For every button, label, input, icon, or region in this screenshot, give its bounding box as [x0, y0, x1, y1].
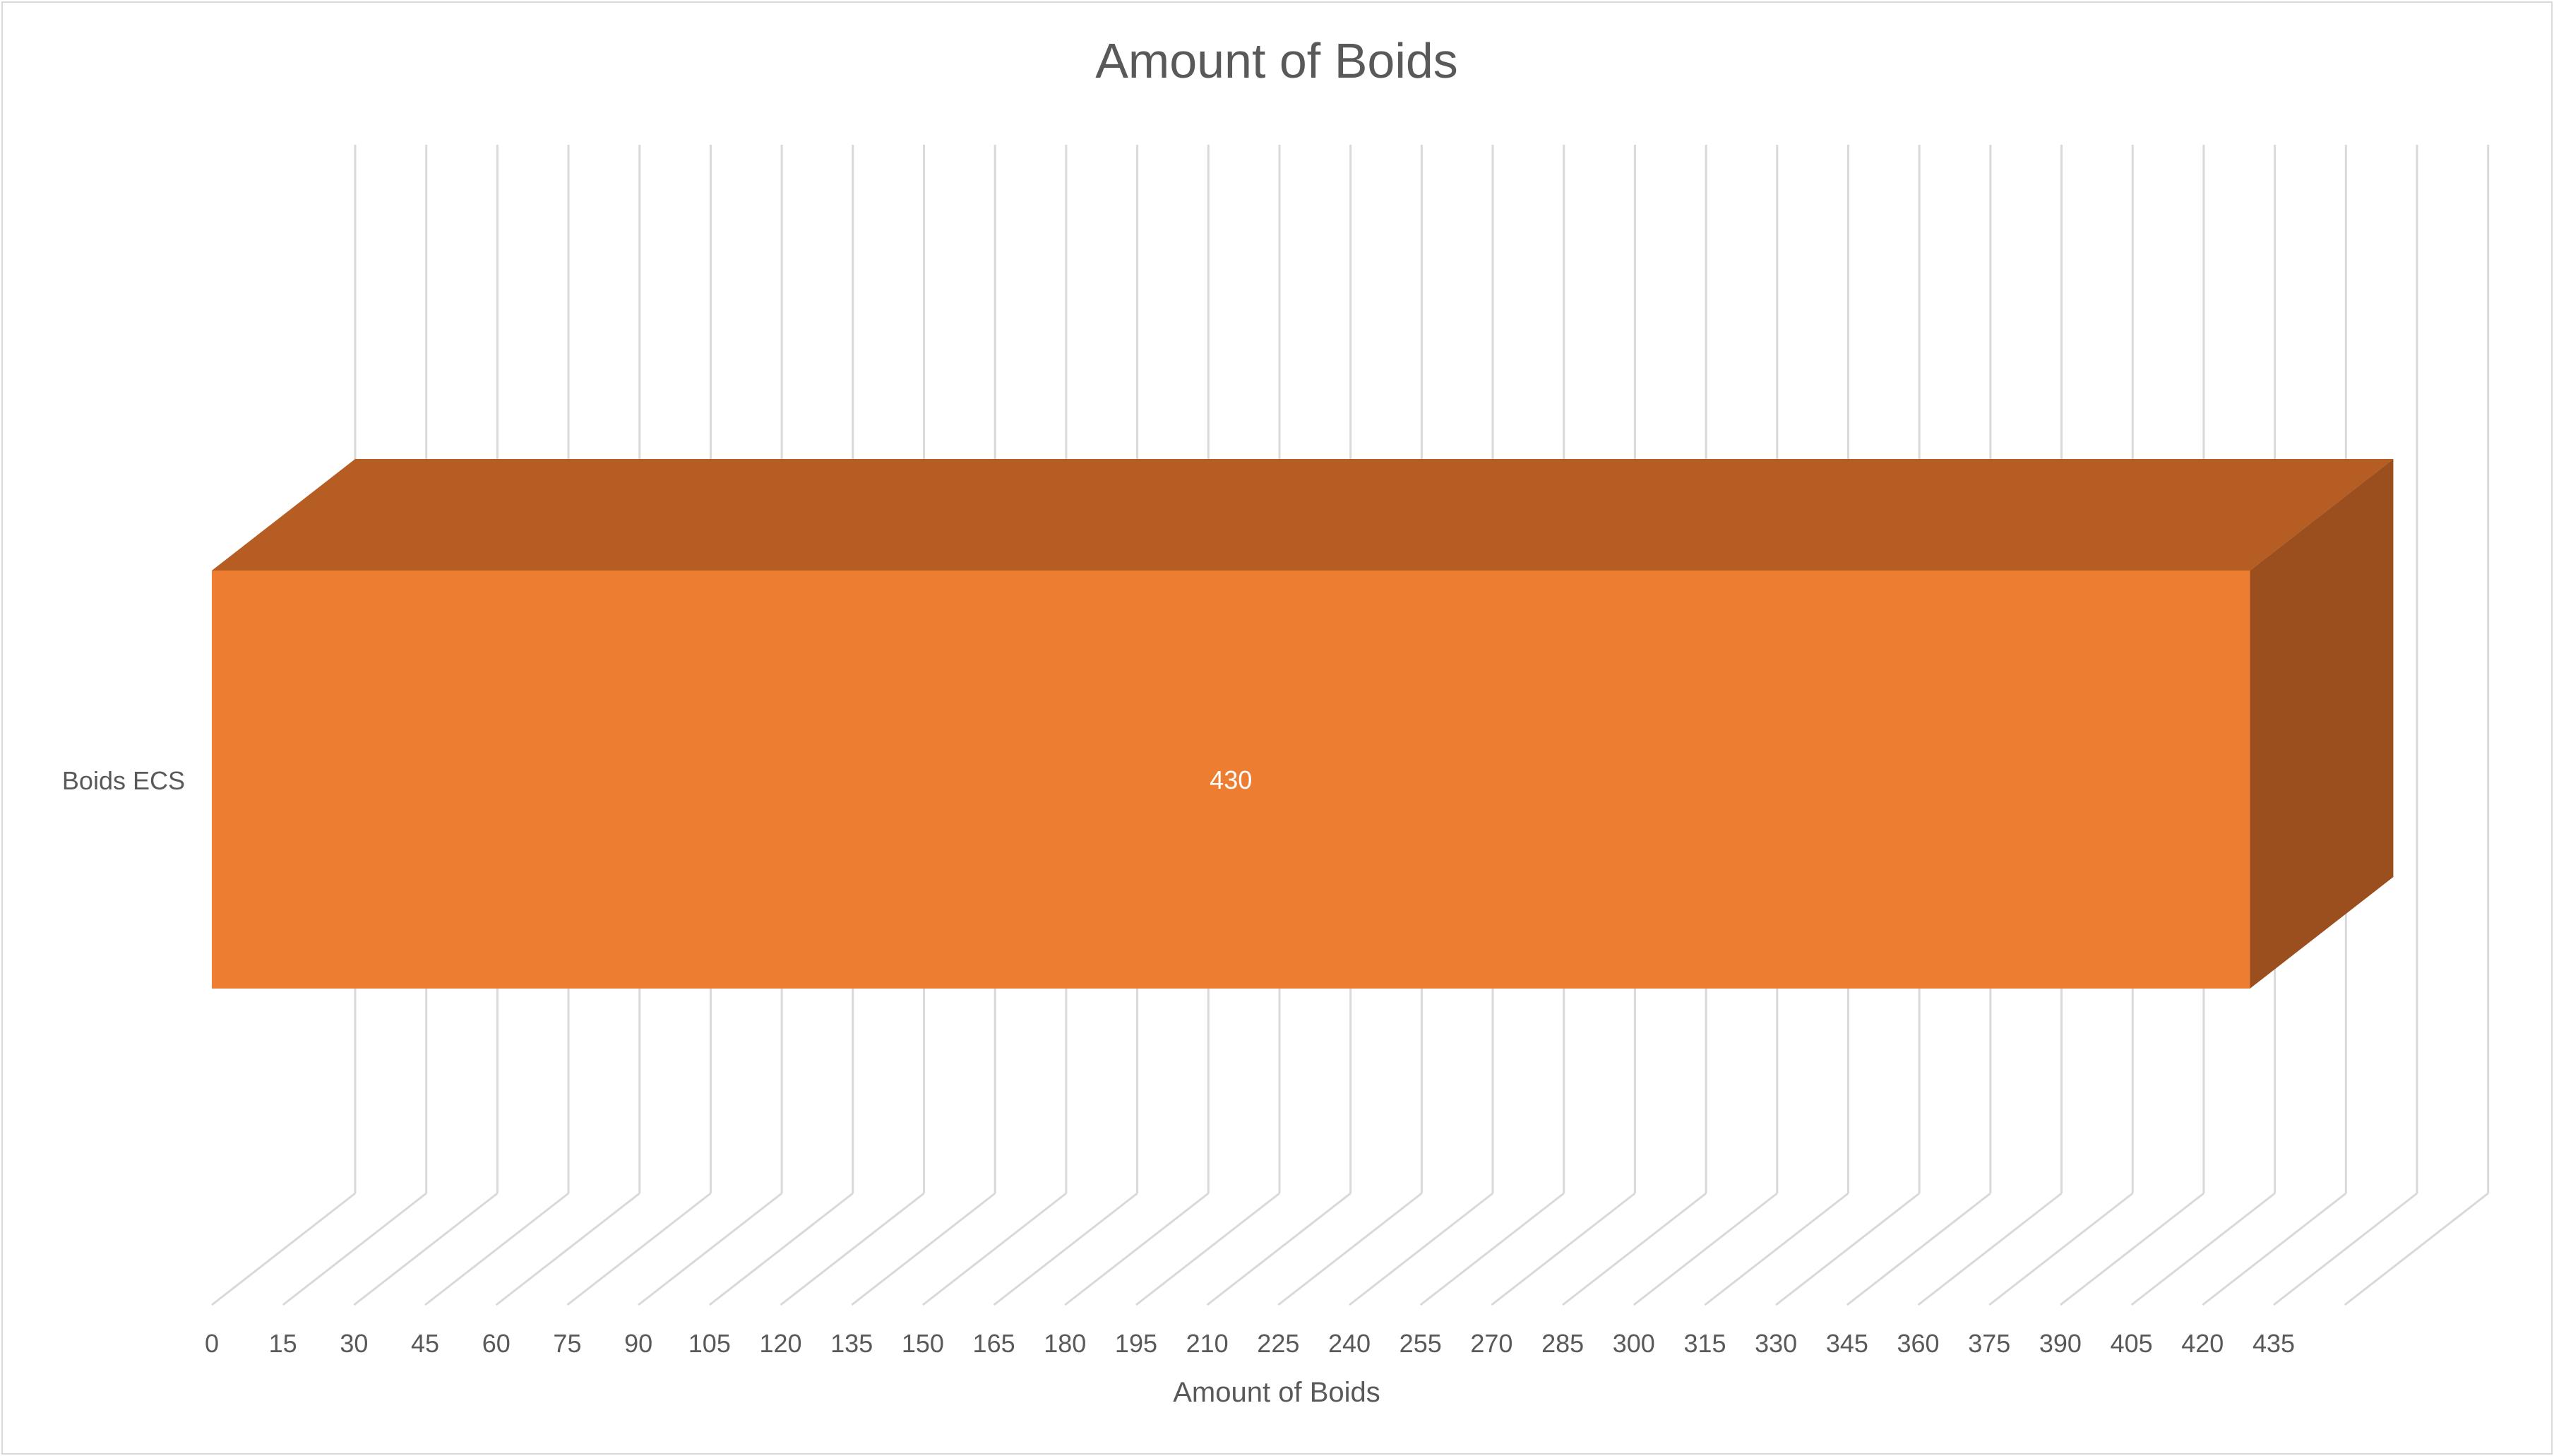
x-tick-label: 420	[2181, 1329, 2224, 1358]
x-tick-label: 270	[1470, 1329, 1512, 1358]
gridline	[2273, 145, 2418, 1306]
x-tick-label: 285	[1541, 1329, 1584, 1358]
x-tick-label: 330	[1755, 1329, 1797, 1358]
x-tick-label: 315	[1683, 1329, 1726, 1358]
x-tick-label: 30	[340, 1329, 368, 1358]
bar-layer: 430	[212, 459, 2394, 989]
x-tick-label: 180	[1044, 1329, 1086, 1358]
x-tick-label: 105	[688, 1329, 731, 1358]
x-tick-label: 360	[1897, 1329, 1940, 1358]
chart-title: Amount of Boids	[1095, 33, 1458, 88]
data-label: 430	[1210, 765, 1252, 794]
x-axis-label: Amount of Boids	[1173, 1377, 1380, 1408]
x-tick-label: 405	[2111, 1329, 2153, 1358]
x-tick-label: 210	[1186, 1329, 1229, 1358]
x-tick-label: 135	[830, 1329, 873, 1358]
gridline	[2344, 145, 2490, 1306]
x-tick-label: 60	[482, 1329, 511, 1358]
bar-side-face	[2250, 459, 2394, 989]
tick-layer: 0 15 30 45 60 75 90 105 120 135 150 165 180 195 210 225…	[205, 1329, 2295, 1358]
x-tick-label: 0	[205, 1329, 219, 1358]
x-tick-label: 195	[1115, 1329, 1157, 1358]
x-tick-label: 150	[902, 1329, 944, 1358]
bar-boids-ecs	[212, 571, 2250, 989]
x-tick-label: 375	[1968, 1329, 2010, 1358]
x-tick-label: 345	[1826, 1329, 1868, 1358]
x-tick-label: 15	[269, 1329, 297, 1358]
x-tick-label: 75	[553, 1329, 581, 1358]
x-tick-label: 120	[759, 1329, 801, 1358]
x-tick-label: 90	[624, 1329, 652, 1358]
category-label: Boids ECS	[62, 766, 185, 795]
x-tick-label: 390	[2039, 1329, 2082, 1358]
x-tick-label: 45	[411, 1329, 439, 1358]
x-tick-label: 435	[2252, 1329, 2295, 1358]
x-tick-label: 225	[1257, 1329, 1299, 1358]
x-tick-label: 255	[1400, 1329, 1442, 1358]
x-tick-label: 240	[1328, 1329, 1371, 1358]
x-tick-label: 165	[973, 1329, 1015, 1358]
x-tick-label: 300	[1613, 1329, 1655, 1358]
bar-top-face	[212, 459, 2394, 571]
